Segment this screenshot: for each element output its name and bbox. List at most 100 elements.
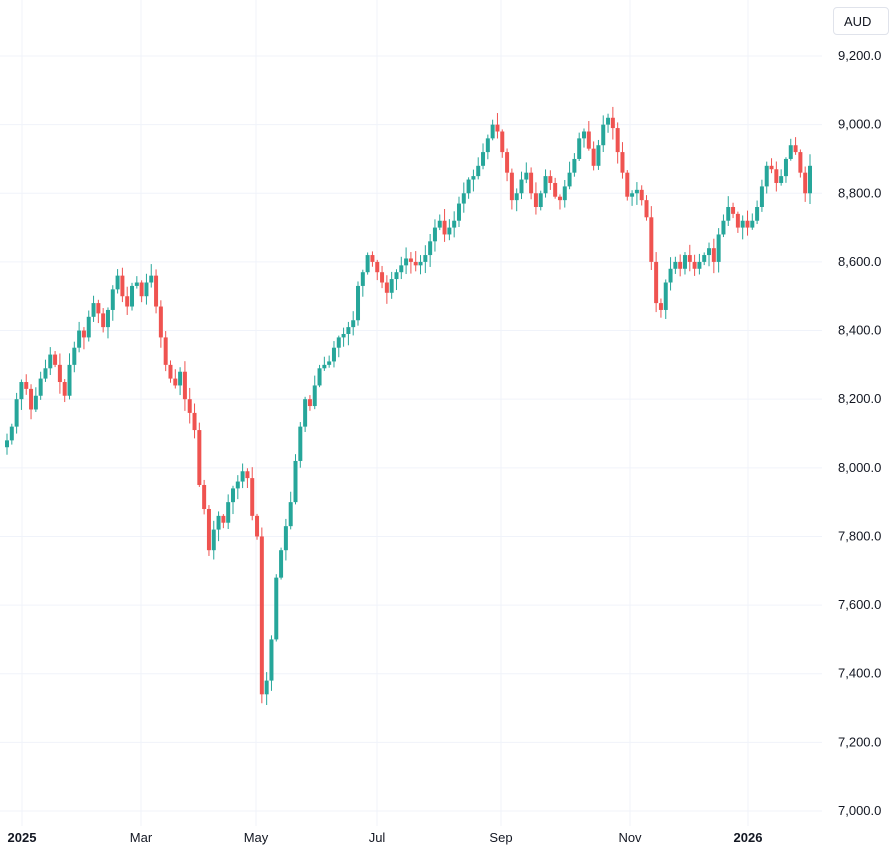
candle-body [702, 255, 707, 262]
candle-body [130, 285, 135, 307]
candle-body [105, 309, 110, 328]
candle-body [230, 488, 235, 503]
candle-body [442, 220, 447, 235]
candle-body [731, 207, 736, 214]
candle-body [48, 354, 53, 369]
candle-body [380, 272, 385, 283]
candle-body [279, 550, 284, 578]
candle-body [808, 165, 812, 194]
candle-body [553, 182, 558, 197]
candle-body [793, 145, 798, 153]
candle-body [678, 261, 683, 269]
candle-body [509, 172, 514, 201]
candle-body [764, 165, 769, 187]
candle-body [456, 203, 461, 221]
candle-body [615, 128, 620, 153]
candle-body [692, 261, 697, 269]
candle-body [663, 282, 668, 310]
candle-body [91, 303, 96, 317]
candle-body [168, 364, 173, 379]
candle-body [303, 399, 308, 427]
candle-body [649, 217, 654, 262]
candle-body [759, 186, 764, 207]
candle-body [567, 172, 572, 187]
candle-body [115, 275, 120, 290]
candle-body [307, 399, 312, 407]
candle-body [505, 152, 510, 173]
candle-body [644, 200, 649, 218]
y-tick-label: 9,200.0 [838, 48, 881, 63]
candle-body [750, 220, 755, 228]
candle-body [356, 285, 361, 321]
candle-body [428, 241, 433, 256]
candle-body [423, 255, 428, 262]
candle-body [577, 138, 582, 159]
y-tick-label: 8,800.0 [838, 185, 881, 200]
candle-body [245, 471, 250, 479]
candle-body [783, 158, 788, 177]
candle-body [447, 227, 452, 235]
candle-body [341, 333, 346, 338]
x-tick-label: Nov [618, 830, 642, 845]
candle-body [134, 282, 139, 286]
candle-body [53, 354, 58, 365]
grid-lines [0, 0, 822, 826]
candle-body [711, 248, 716, 262]
candle-body [452, 220, 457, 228]
candle-body [476, 165, 481, 177]
candle-body [14, 399, 19, 427]
candle-body [591, 148, 596, 166]
candle-body [798, 152, 803, 173]
candle-body [418, 261, 423, 266]
candle-body [481, 152, 486, 166]
candle-body [485, 138, 490, 153]
x-tick-label: Sep [489, 830, 512, 845]
candle-body [360, 272, 365, 286]
candle-body [322, 364, 327, 369]
candle-body [755, 207, 760, 221]
candle-body [173, 378, 178, 386]
y-tick-label: 8,600.0 [838, 254, 881, 269]
candle-body [803, 172, 808, 194]
candle-body [144, 282, 149, 297]
candle-body [197, 430, 202, 485]
x-tick-label: May [244, 830, 269, 845]
candle-body [769, 165, 774, 170]
candle-body [5, 440, 9, 448]
candle-body [43, 368, 48, 379]
currency-label[interactable]: AUD [833, 7, 889, 35]
candle-body [389, 279, 394, 293]
time-axis: 2025 Mar May Jul Sep Nov 2026 [8, 830, 763, 845]
candle-body [370, 255, 375, 262]
candle-body [543, 176, 548, 194]
candle-body [72, 347, 77, 365]
candle-body [211, 529, 216, 551]
candle-body [9, 426, 14, 441]
y-tick-label: 8,400.0 [838, 323, 881, 338]
candle-body [687, 255, 692, 262]
candle-body [461, 193, 466, 204]
candle-body [634, 189, 639, 194]
candle-body [654, 261, 659, 304]
candle-body [163, 337, 168, 365]
candle-body [735, 213, 740, 228]
candle-body [33, 395, 38, 410]
y-tick-label: 7,000.0 [838, 803, 881, 818]
candle-body [264, 680, 269, 695]
candle-body [668, 268, 673, 283]
candle-body [466, 179, 471, 194]
candle-body [495, 124, 500, 132]
candle-body [557, 196, 562, 201]
candle-body [745, 220, 750, 228]
candle-body [336, 337, 341, 348]
x-tick-label: 2026 [734, 830, 763, 845]
candle-body [312, 385, 317, 407]
candle-body [226, 502, 231, 523]
candle-body [610, 117, 615, 129]
candle-body [62, 382, 67, 396]
candle-body [158, 306, 163, 338]
candle-body [408, 258, 413, 262]
candle-body [365, 255, 370, 273]
candle-body [19, 382, 24, 400]
